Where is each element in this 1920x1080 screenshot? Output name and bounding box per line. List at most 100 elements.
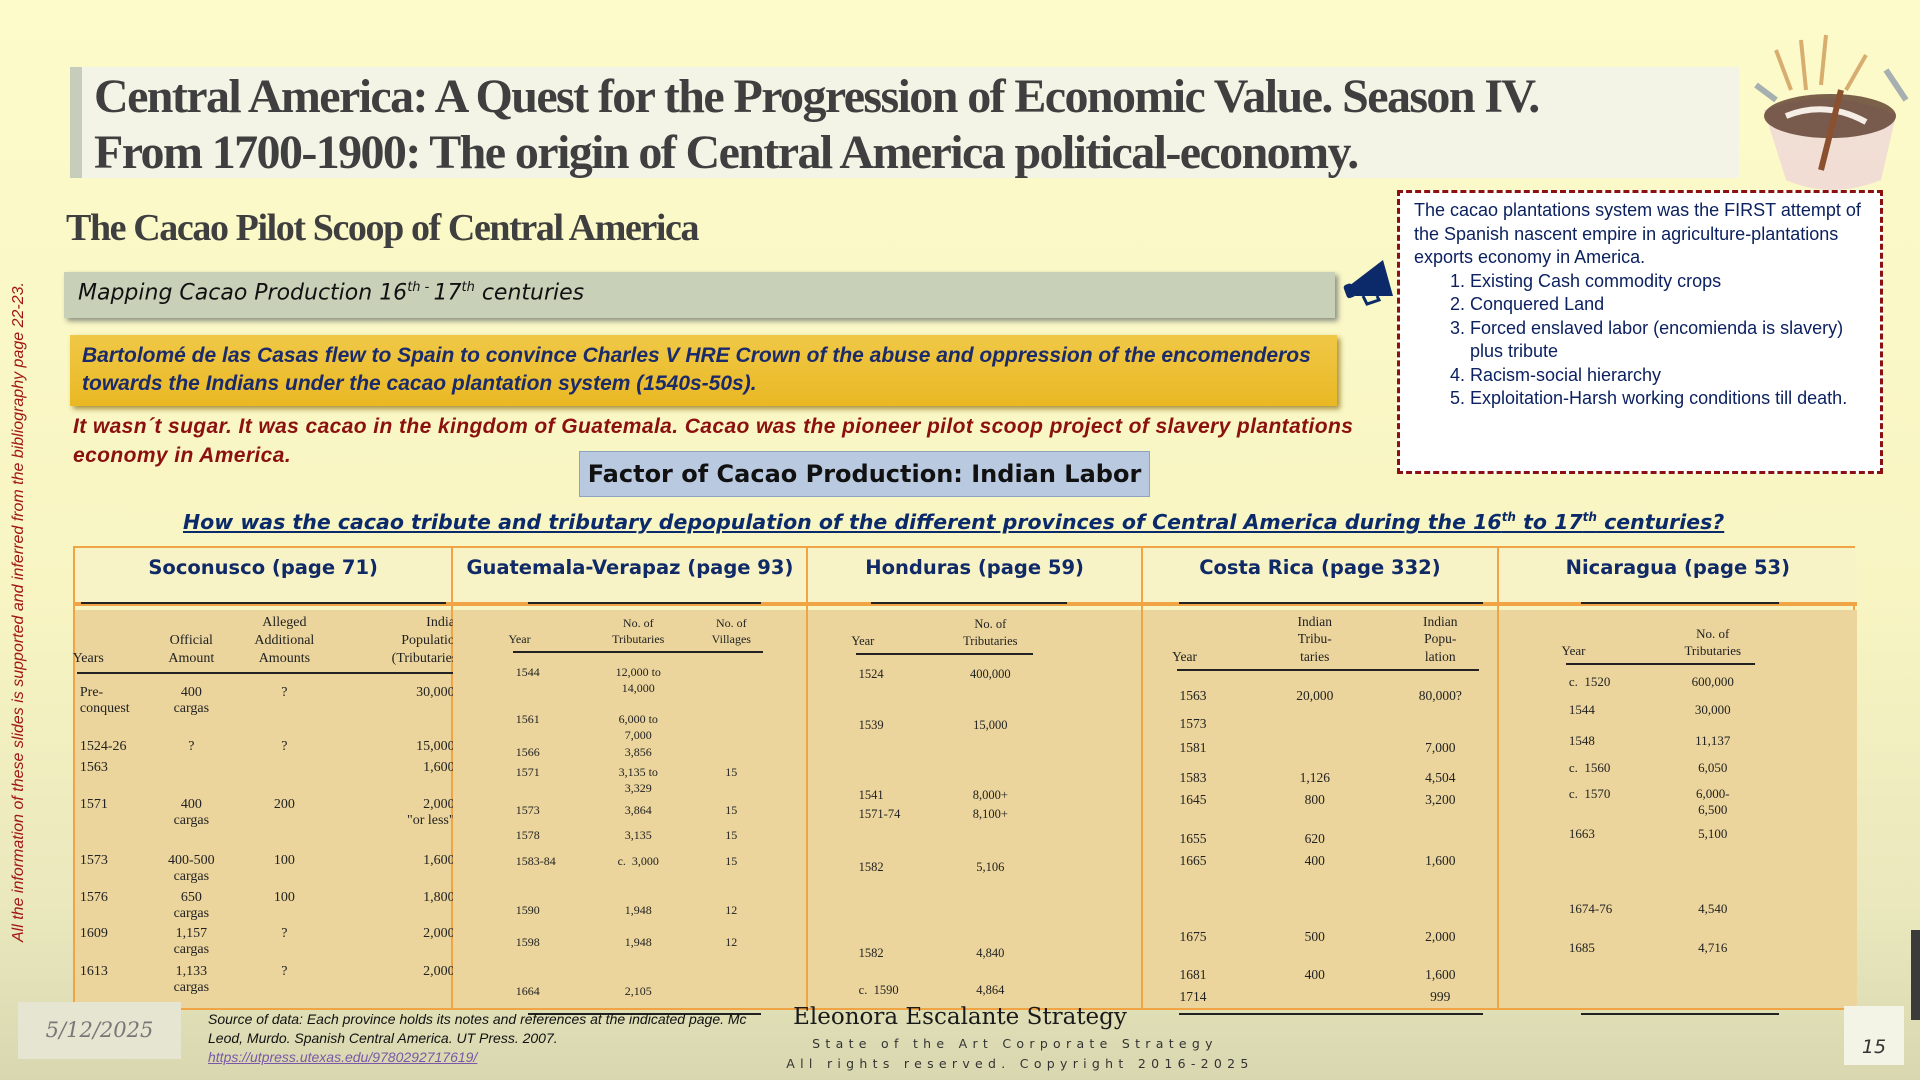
table-cell: 1,600 [1425,966,1456,982]
table-cell: 400-500 cargas [167,853,215,885]
mapping-mid: 17 [433,280,462,306]
table-cell: ? [281,739,288,755]
province-data: Year Indian Tribu- taries Indian Popu- lat… [1142,610,1498,1015]
table-cell: 6,000- 6,500 [1695,785,1730,817]
mapping-text: Mapping Cacao Production 16 [78,280,408,306]
province-title: Nicaragua (page 53) [1565,556,1791,579]
table-cell: 400 cargas [173,685,210,717]
table-cell: 4,840 [976,945,1005,960]
table-cell: 15 [725,828,738,843]
table-cell: 1685 [1568,939,1595,955]
table-cell: 20,000 [1296,687,1334,703]
question-sup-2: th [1582,510,1597,525]
table-cell: c. 1570 [1568,785,1611,801]
table-cell: 1582 [858,860,884,875]
table-cell: 15 [725,854,738,869]
table-cell: 1583-84 [515,854,556,869]
province-title: Soconusco (page 71) [148,556,378,579]
callout-list: Existing Cash commodity crops Conquered … [1414,270,1866,411]
province-column: Honduras (page 59) Year No. of Tributaries… [808,548,1143,1008]
table-cell: 200 [273,796,295,812]
edge-bar [1911,930,1920,1020]
table-cell: 1573 [1179,715,1207,731]
column-header: No. of Tributaries [1684,626,1742,659]
header-rule [1581,602,1780,604]
table-cell: ? [188,739,195,755]
table-cell: 5,100 [1698,826,1728,842]
table-cell: 1571-74 [858,807,901,822]
table-cell: Pre- conquest [79,685,130,717]
province-title: Honduras (page 59) [865,556,1084,579]
table-cell: 1541 [858,787,884,802]
table-cell: 15,000 [416,739,455,755]
table-cell: 1571 [79,796,108,812]
column-header-rule [1566,663,1755,666]
table-cell: 1,157 cargas [173,926,210,958]
brand-name: Eleonora Escalante Strategy [793,1004,1127,1030]
province-title: Guatemala-Verapaz (page 93) [466,556,794,579]
table-cell: 1524 [858,666,884,681]
table-cell: 1544 [1568,702,1595,718]
table-cell: 1544 [515,665,540,680]
source-link[interactable]: https://utpress.utexas.edu/9780292717619… [208,1049,478,1065]
callout-box: The cacao plantations system was the FIR… [1397,190,1883,474]
mapping-banner: Mapping Cacao Production 16th - 17th cen… [64,272,1335,318]
table-cell: 1609 [79,926,108,942]
table-cell: 100 [273,853,295,869]
province-data: Year No. of Tributaries c. 1520 600,000 1544… [1499,610,1857,1015]
province-column: Soconusco (page 71) Years Official Amount A… [73,548,462,1008]
side-note: All the information of these slides is s… [10,282,27,942]
table-cell: 4,864 [976,982,1005,997]
column-header: Indian Popu- lation [1423,613,1458,664]
column-header: Official Amount [168,632,215,666]
table-cell: 3,135 to 3,329 [618,764,658,795]
table-cell: 1645 [1179,791,1207,807]
table-cell: c. 1590 [858,982,899,997]
table-cell: 2,000 [1425,928,1456,944]
table-cell: 500 [1304,928,1325,944]
table-cell: 1,948 [624,934,652,949]
table-cell: 1590 [515,903,540,917]
cacao-drink-illustration [1754,34,1909,190]
table-cell: 11,137 [1695,733,1731,749]
table-cell: 80,000? [1418,687,1462,703]
table-cell: 1573 [79,853,108,869]
table-cell: 999 [1430,988,1451,1004]
provinces-table: Soconusco (page 71) Years Official Amount A… [73,546,1857,1015]
question-heading: How was the cacao tribute and tributary … [183,510,1724,534]
column-header: Year [1172,648,1198,664]
province-column: Costa Rica (page 332) Year Indian Tribu- t… [1142,548,1500,1015]
province-title: Costa Rica (page 332) [1199,556,1441,579]
column-header: Indian Population (Tributaries) [391,614,462,666]
province-column: Guatemala-Verapaz (page 93) Year No. of Tr… [453,548,809,1015]
mapping-sup-2: th [461,280,475,295]
table-cell: 1578 [515,828,540,843]
table-cell: c. 3,000 [617,854,659,869]
table-cell: 15 [725,802,738,817]
header-rule [81,602,446,604]
table-cell: 1674-76 [1568,900,1613,916]
table-cell: 7,000 [1425,740,1456,756]
date-label: 5/12/2025 [18,1002,181,1059]
table-cell: 400 cargas [173,796,210,828]
table-cell: 1,133 cargas [173,964,210,996]
table-cell: 1681 [1179,966,1207,982]
table-cell: 1663 [1568,826,1595,842]
table-cell: 12 [725,934,738,949]
province-header: Soconusco (page 71) [75,548,452,606]
column-header: No. of Tributaries [612,615,665,646]
question-c: centuries? [1596,510,1725,534]
table-cell: 4,540 [1698,900,1728,916]
source-text: Source of data: Each province holds its … [208,1011,747,1046]
callout-intro: The cacao plantations system was the FIR… [1414,200,1861,267]
column-header: Year [508,631,531,646]
table-cell: 1714 [1179,988,1207,1004]
table-cell: 3,864 [624,802,652,817]
table-cell: 1583 [1179,769,1207,785]
statement-text: It wasn´t sugar. It was cacao in the kin… [73,415,1354,467]
province-data: Year No. of Tributaries No. of Villages 154… [453,610,807,1015]
table-cell: 2,000 [423,926,455,942]
table-cell: 1563 [1179,687,1207,703]
table-cell: 620 [1304,830,1325,846]
mapping-end: centuries [474,280,585,306]
